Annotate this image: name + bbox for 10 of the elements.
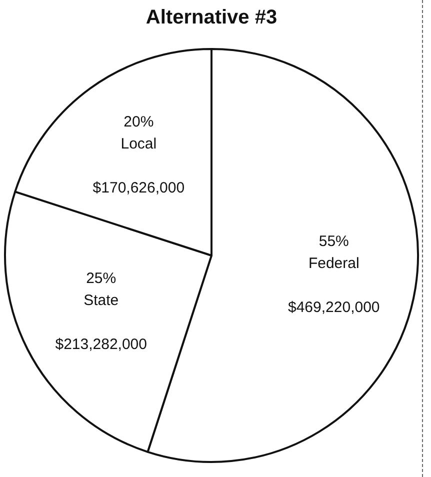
data-label: $170,626,000 — [92, 179, 185, 196]
slice-label: Federal — [308, 255, 360, 272]
slice-label: State — [84, 292, 119, 309]
data-label: $469,220,000 — [288, 299, 380, 316]
text: 20% — [124, 113, 154, 130]
data-label: $213,282,000 — [55, 336, 147, 353]
slice-label: Local — [120, 135, 157, 152]
text: 55% — [318, 233, 349, 250]
chart-title: Alternative #3 — [146, 6, 278, 29]
text: 25% — [86, 270, 116, 287]
